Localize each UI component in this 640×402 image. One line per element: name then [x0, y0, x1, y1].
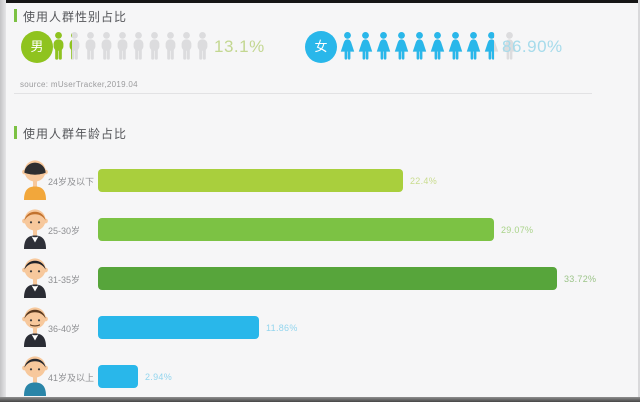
female-person-icon-filled [358, 32, 373, 60]
top-border [0, 0, 640, 3]
avatar-boy-icon [18, 156, 52, 200]
bottom-border [0, 397, 640, 402]
female-person-icon-filled [448, 32, 463, 60]
age-bar [98, 218, 494, 241]
age-value-label: 11.86% [266, 323, 298, 333]
female-person-icon [502, 32, 517, 60]
age-category-label: 36-40岁 [48, 324, 81, 334]
age-bar [98, 365, 138, 388]
female-person-icon [466, 32, 481, 60]
female-pictogram-row [340, 32, 520, 60]
age-category-label: 31-35岁 [48, 275, 81, 285]
female-person-icon [412, 32, 427, 60]
age-title-marker-icon [14, 126, 17, 139]
male-pictogram-row [52, 32, 212, 60]
female-person-icon-filled [430, 32, 445, 60]
female-person-icon-filled [412, 32, 427, 60]
female-person-icon-filled [340, 32, 355, 60]
female-person-icon [430, 32, 445, 60]
female-person-icon-filled [466, 32, 481, 60]
age-category-label: 41岁及以上 [48, 373, 95, 383]
female-person-icon [376, 32, 391, 60]
female-person-icon-filled [484, 32, 495, 60]
female-person-icon [394, 32, 409, 60]
female-person-icon [448, 32, 463, 60]
female-person-icon [340, 32, 355, 60]
age-section-title: 使用人群年龄占比 [23, 127, 128, 141]
age-category-label: 25-30岁 [48, 226, 81, 236]
female-person-icon [358, 32, 373, 60]
age-value-label: 2.94% [145, 372, 173, 382]
age-bar [98, 316, 259, 339]
avatar-young-man-icon [18, 205, 52, 249]
data-source: source: mUserTracker,2019.04 [20, 80, 138, 89]
section-divider [14, 93, 592, 94]
avatar-man-suit-icon [18, 254, 52, 298]
female-person-icon-filled [394, 32, 409, 60]
male-person-icon [148, 32, 161, 60]
male-person-icon [84, 32, 97, 60]
male-person-icon [164, 32, 177, 60]
avatar-middle-aged-man-icon [18, 352, 52, 396]
right-border [638, 0, 640, 402]
female-person-icon-filled [376, 32, 391, 60]
gender-section-title: 使用人群性别占比 [23, 10, 128, 24]
male-person-icon-filled [68, 32, 73, 60]
male-person-icon [100, 32, 113, 60]
male-person-icon [132, 32, 145, 60]
female-badge: 女 [305, 31, 337, 63]
male-person-icon [196, 32, 209, 60]
male-badge: 男 [21, 31, 53, 63]
male-percentage: 13.1% [214, 37, 265, 56]
male-person-icon [116, 32, 129, 60]
female-percentage: 86.90% [502, 37, 563, 56]
age-value-label: 29.07% [501, 225, 534, 235]
age-category-label: 24岁及以下 [48, 177, 95, 187]
age-bar [98, 267, 557, 290]
avatar-man-mustache-icon [18, 303, 52, 347]
age-bar [98, 169, 403, 192]
male-person-icon-filled [52, 32, 65, 60]
male-person-icon [52, 32, 65, 60]
left-border [0, 0, 6, 402]
female-person-icon [484, 32, 499, 60]
gender-title-marker-icon [14, 9, 17, 22]
age-value-label: 33.72% [564, 274, 597, 284]
male-person-icon [180, 32, 193, 60]
male-person-icon [68, 32, 81, 60]
age-value-label: 22.4% [410, 176, 438, 186]
